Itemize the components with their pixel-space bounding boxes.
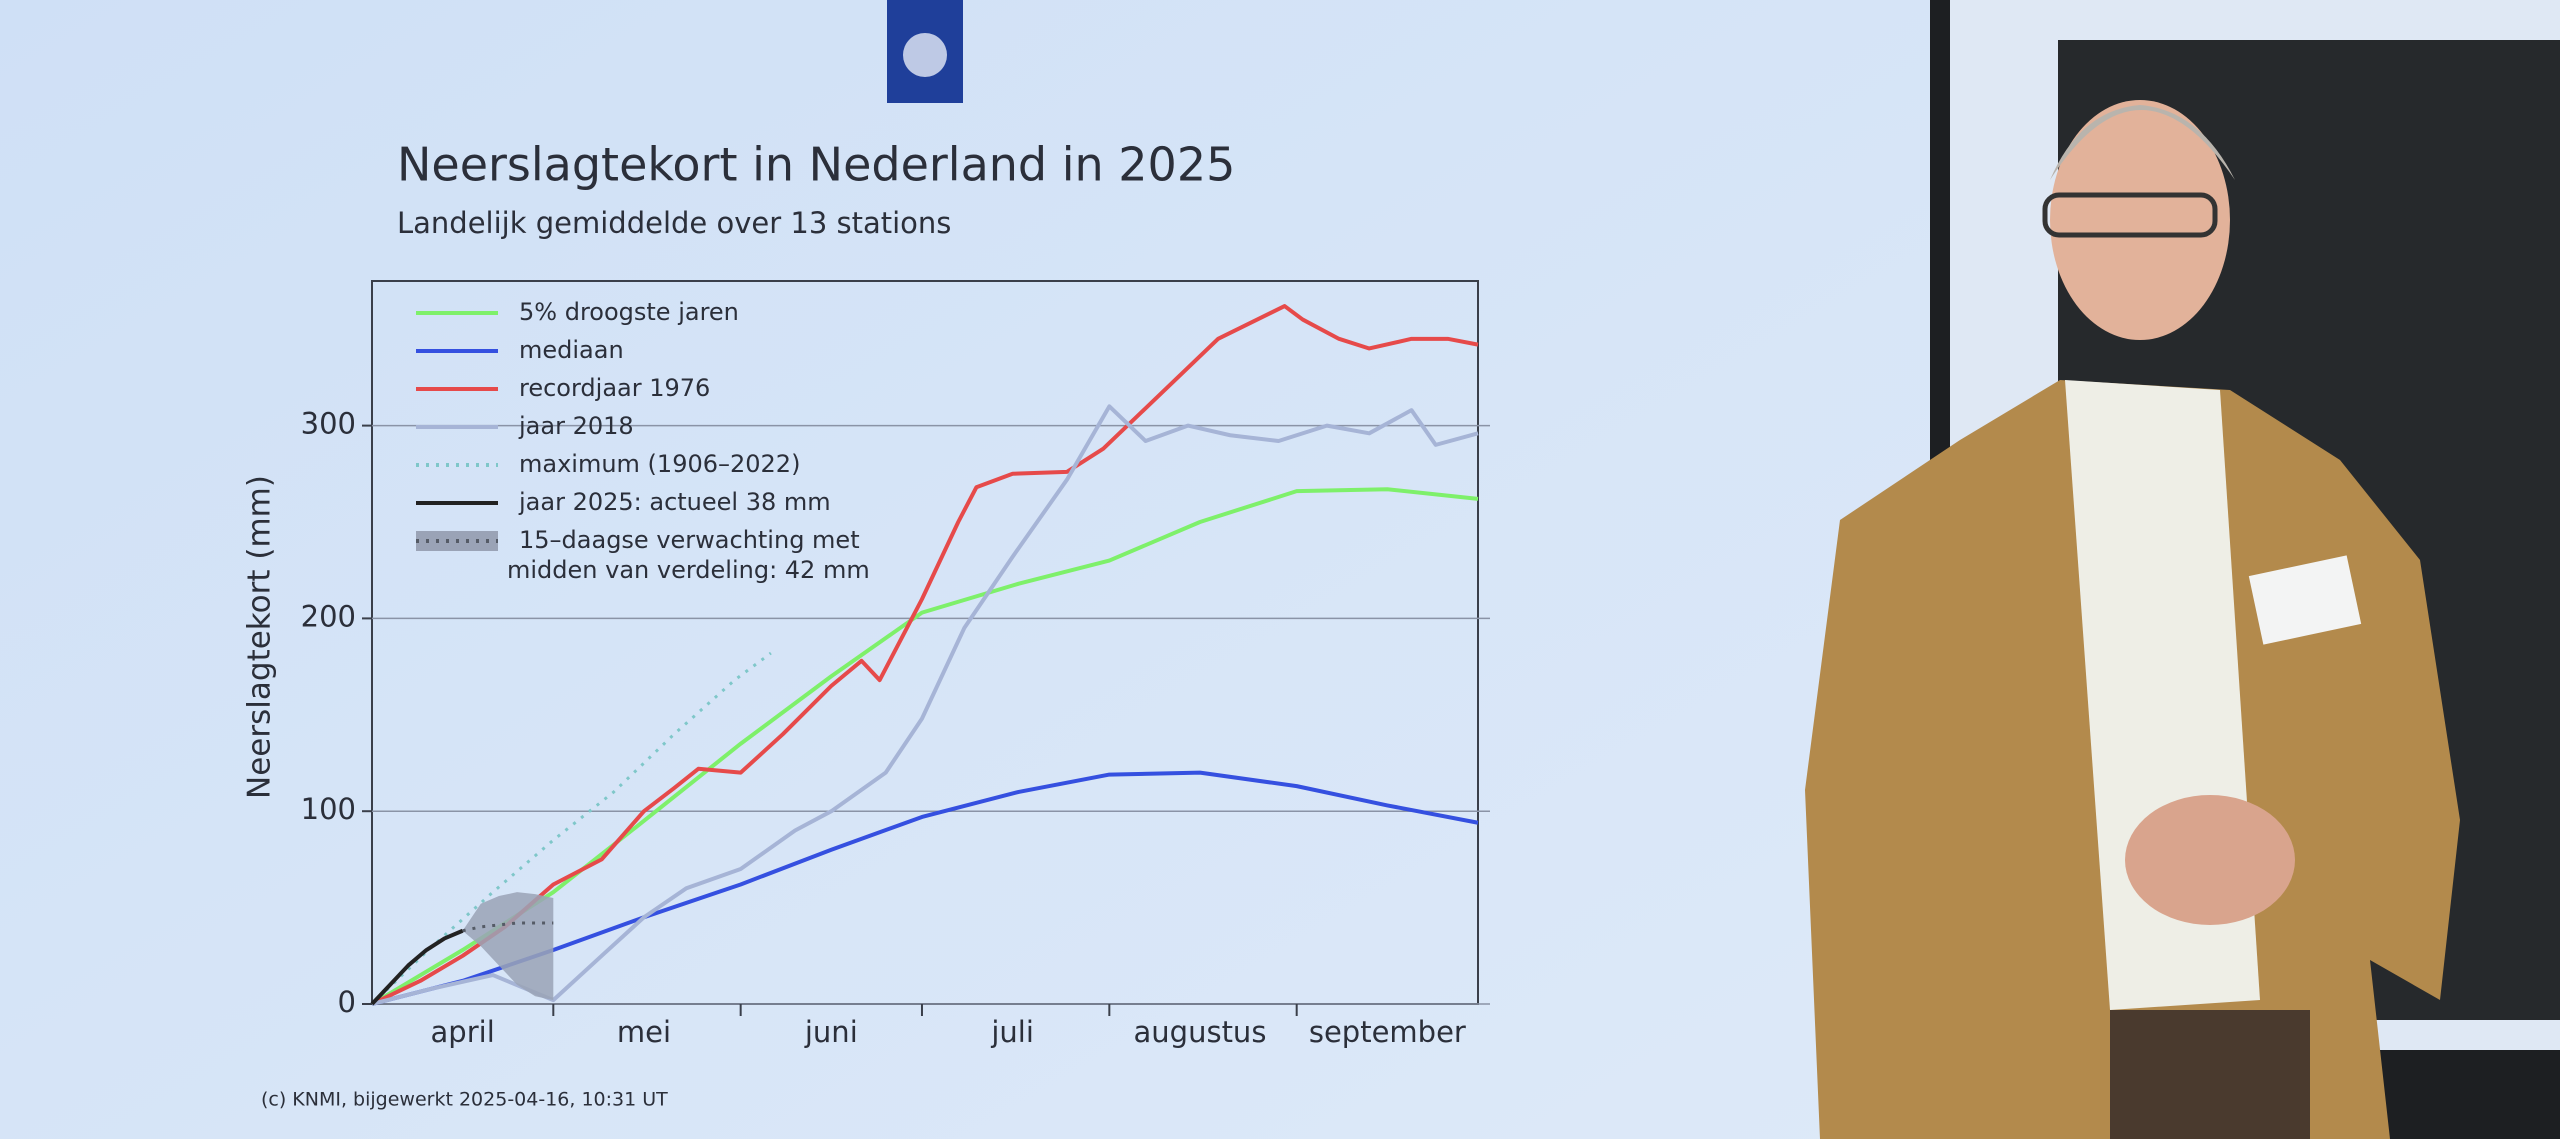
x-tick-label: september	[1309, 1015, 1466, 1049]
series-line	[371, 404, 1479, 1006]
logo-emblem	[903, 33, 947, 77]
series-line	[370, 928, 464, 1006]
legend-label: 15–daagse verwachting met	[519, 526, 860, 554]
y-axis-label: Neerslagtekort (mm)	[242, 475, 278, 799]
hair	[2050, 105, 2235, 180]
series-line	[370, 487, 1479, 1006]
y-tick-label: 300	[301, 407, 356, 441]
legend-label: 5% droogste jaren	[519, 298, 739, 326]
y-tick-label: 0	[338, 985, 356, 1019]
name-badge	[2248, 555, 2362, 645]
legend-label: mediaan	[519, 336, 624, 364]
legend-label: midden van verdeling: 42 mm	[507, 556, 870, 584]
chart-title: Neerslagtekort in Nederland in 2025	[397, 138, 1235, 192]
head	[2050, 100, 2230, 340]
series-line	[370, 651, 772, 1006]
series-line	[371, 304, 1479, 1006]
plot: 0 100 200 300 april mei juni juli augustus septem…	[301, 280, 1490, 1049]
x-tick-label: mei	[617, 1015, 671, 1049]
glasses	[2042, 192, 2218, 238]
x-tick-label: juni	[804, 1015, 858, 1049]
chart-subtitle: Landelijk gemiddelde over 13 stations	[397, 206, 951, 240]
slide	[0, 0, 1930, 1139]
forecast-band	[462, 892, 554, 1001]
legend-label: jaar 2018	[518, 412, 634, 440]
trousers	[2110, 1010, 2310, 1139]
y-tick-label: 200	[301, 599, 356, 633]
note: (c) KNMI, bijgewerkt 2025-04-16, 10:31 U…	[261, 1089, 668, 1111]
presenter	[1805, 100, 2460, 1139]
y-tick-label: 100	[301, 792, 356, 826]
x-tick-label: april	[431, 1015, 495, 1049]
legend-label: jaar 2025: actueel 38 mm	[518, 488, 831, 516]
hands	[2125, 795, 2295, 925]
legend-label: maximum (1906–2022)	[519, 450, 800, 478]
x-tick-label: augustus	[1134, 1015, 1267, 1049]
legend-label: recordjaar 1976	[519, 374, 710, 402]
x-tick-label: juli	[990, 1015, 1034, 1049]
